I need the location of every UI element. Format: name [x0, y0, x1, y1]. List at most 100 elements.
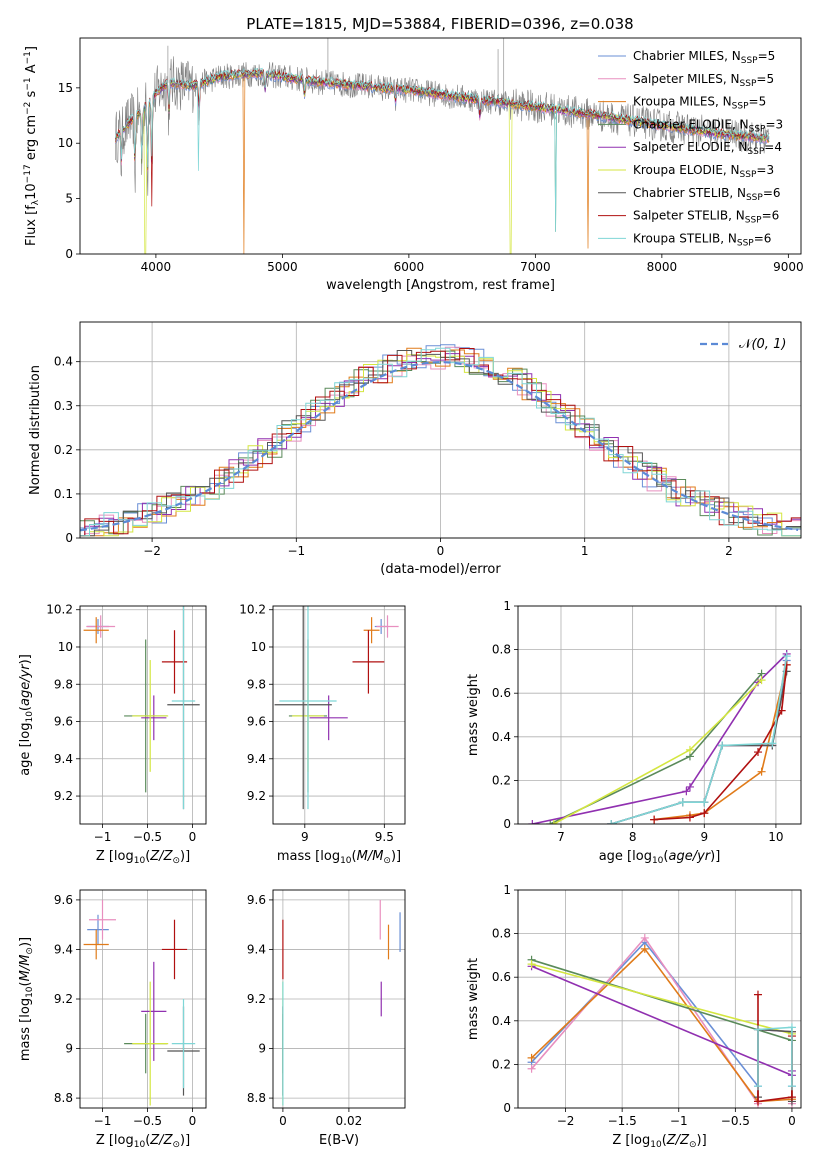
weight-marker	[650, 815, 659, 824]
weight-marker	[753, 1082, 762, 1091]
weight-line	[654, 664, 788, 821]
y-tick-label: 9.4	[247, 942, 266, 956]
x-tick-label: 0	[279, 1114, 287, 1128]
plot-area	[274, 606, 399, 810]
weight-marker	[718, 741, 727, 750]
figure-title: PLATE=1815, MJD=53884, FIBERID=0396, z=0…	[246, 15, 633, 33]
x-axis-label: mass [log10(M/M⊙)]	[277, 849, 401, 866]
x-tick-label: 4000	[141, 260, 172, 274]
y-tick-label: 15	[58, 81, 73, 95]
x-tick-label: 9000	[773, 260, 804, 274]
legend-entry: 𝒩(0, 1)	[739, 337, 786, 352]
legend-entry: Salpeter MILES, NSSP=5	[633, 72, 774, 89]
y-tick-label: 0.4	[54, 355, 73, 369]
weight-marker	[640, 933, 649, 942]
y-tick-label: 9.6	[54, 893, 73, 907]
normal-curve	[80, 360, 799, 532]
y-tick-label: 9	[258, 1042, 266, 1056]
weight-marker	[527, 1053, 536, 1062]
y-tick-label: 5	[65, 192, 73, 206]
y-tick-label: 0	[65, 247, 73, 261]
x-tick-label: −1	[94, 830, 112, 844]
y-tick-label: 10	[58, 136, 73, 150]
y-tick-label: 0.2	[54, 443, 73, 457]
y-tick-label: 10.2	[239, 603, 266, 617]
weight-marker	[753, 1025, 762, 1034]
x-tick-label: 2	[725, 544, 733, 558]
weight-marker	[685, 813, 694, 822]
x-tick-label: −2	[143, 544, 161, 558]
x-tick-label: −1	[94, 1114, 112, 1128]
y-tick-label: 0.3	[54, 399, 73, 413]
y-tick-label: 9.6	[247, 715, 266, 729]
weight-marker	[757, 767, 766, 776]
axes-frame	[272, 605, 406, 825]
y-tick-label: 0.6	[492, 686, 511, 700]
y-tick-label: 0.2	[492, 773, 511, 787]
y-tick-label: 9.8	[247, 677, 266, 691]
x-tick-label: 5000	[267, 260, 298, 274]
weight-marker	[700, 809, 709, 818]
weight-marker	[787, 1082, 796, 1091]
panel-age_vs_mass: 9 9.5 9.2 9.4 9.6 9.8 10 10.2 mass [log10(M/M⊙)]	[239, 603, 406, 866]
x-tick-label: 9.5	[375, 830, 394, 844]
y-tick-label: 0	[503, 1101, 511, 1115]
weight-line	[531, 959, 793, 1042]
observed-spectrum	[115, 56, 770, 196]
y-tick-label: 0.6	[492, 970, 511, 984]
x-tick-label: 9	[700, 830, 708, 844]
legend-entry: Kroupa STELIB, NSSP=6	[633, 231, 771, 248]
model-spectrum-salpeter-stelib	[115, 69, 770, 207]
x-tick-label: −0.5	[721, 1114, 750, 1128]
histogram-chabrier-stelib	[80, 350, 801, 537]
legend-entry: Kroupa ELODIE, NSSP=3	[633, 163, 774, 180]
model-spectrum-kroupa-stelib	[115, 67, 770, 232]
y-tick-label: 10	[251, 640, 266, 654]
y-tick-label: 10.2	[46, 603, 73, 617]
y-tick-label: 9.2	[247, 992, 266, 1006]
legend-entry: Chabrier STELIB, NSSP=6	[633, 186, 781, 203]
weight-marker	[527, 1064, 536, 1073]
weight-marker	[787, 1093, 796, 1102]
y-axis-label: mass weight	[466, 674, 481, 756]
x-axis-label: Z [log10(Z/Z⊙)]	[96, 849, 190, 866]
plot-area	[528, 649, 791, 824]
y-tick-label: 0.8	[492, 927, 511, 941]
y-axis-label: Normed distribution	[28, 365, 43, 495]
weight-marker	[528, 820, 537, 824]
panel-spectrum: 4000 5000 6000 7000 8000 9000 0 5 10 15 wavelength…	[23, 37, 804, 293]
plot-area	[115, 38, 770, 254]
x-tick-label: 0	[189, 830, 197, 844]
y-tick-label: 0	[65, 531, 73, 545]
y-tick-label: 9.2	[54, 789, 73, 803]
y-tick-label: 9.8	[54, 677, 73, 691]
axes-frame	[79, 889, 207, 1109]
axes-frame	[79, 321, 802, 539]
legend-entry: Chabrier ELODIE, NSSP=3	[633, 117, 783, 134]
y-tick-label: 0.4	[492, 730, 511, 744]
weight-marker	[607, 820, 616, 824]
x-tick-label: −1	[670, 1114, 688, 1128]
axes-frame	[272, 889, 406, 1109]
plot-area	[83, 606, 200, 810]
axes-frame	[517, 889, 802, 1109]
y-tick-label: 1	[503, 599, 511, 613]
y-tick-label: 9.2	[247, 789, 266, 803]
x-tick-label: 10	[768, 830, 783, 844]
x-tick-label: −1	[287, 544, 305, 558]
x-tick-label: −0.5	[133, 1114, 162, 1128]
y-tick-label: 8.8	[54, 1091, 73, 1105]
y-tick-label: 9.2	[54, 992, 73, 1006]
histogram-kroupa-stelib	[80, 347, 801, 537]
weight-marker	[757, 676, 766, 685]
y-tick-label: 1	[503, 883, 511, 897]
panel-mass_vs_Z: −1 −0.5 0 8.8 9 9.2 9.4 9.6 Z [log10(Z/Z⊙)]	[54, 889, 207, 1150]
legend: Chabrier MILES, NSSP=5 Salpeter MILES, NS…	[598, 49, 783, 248]
weight-marker	[682, 787, 691, 796]
histogram-chabrier-miles	[80, 344, 801, 537]
x-tick-label: −0.5	[133, 830, 162, 844]
weight-marker	[777, 706, 786, 715]
plot-area	[80, 344, 801, 537]
y-tick-label: 9.4	[54, 752, 73, 766]
